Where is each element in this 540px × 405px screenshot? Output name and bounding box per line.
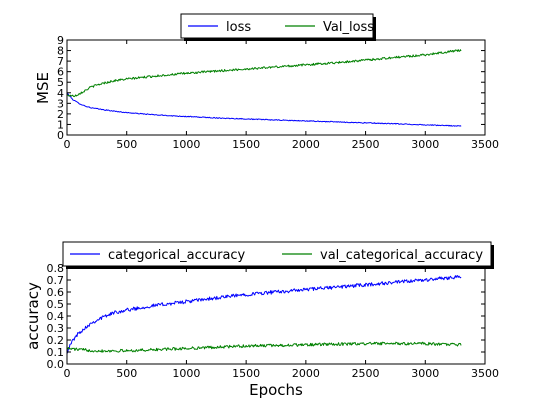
y-tick-label: 0.5 [47, 298, 65, 311]
x-tick-label: 1500 [232, 367, 260, 380]
x-tick-label: 3000 [411, 367, 439, 380]
series-line-val-categorical-accuracy [66, 341, 462, 353]
mse-y-axis-label: MSE [34, 72, 52, 104]
x-tick-label: 0 [64, 138, 71, 151]
y-tick-label: 1 [57, 118, 64, 131]
y-tick-label: 4 [57, 87, 64, 100]
y-tick-label: 0.4 [47, 310, 65, 323]
y-tick-label: 3 [57, 97, 64, 110]
y-tick-label: 0.2 [47, 334, 65, 347]
legend-label: Val_loss [323, 20, 374, 35]
y-tick-label: 0 [57, 129, 64, 142]
series-line-loss [66, 92, 462, 127]
legend-label: categorical_accuracy [108, 248, 246, 263]
accuracy-x-axis-label: Epochs [249, 381, 303, 399]
y-tick-label: 0.8 [47, 262, 65, 275]
accuracy-legend: categorical_accuracy val_categorical_accu… [62, 241, 494, 269]
accuracy-chart: 0 500 1000 1500 2000 2500 3000 3500 0.00.10.20.3… [24, 241, 500, 399]
x-tick-label: 3500 [471, 367, 499, 380]
y-tick-label: 5 [57, 76, 64, 89]
accuracy-y-axis-label: accuracy [24, 282, 42, 350]
y-tick-label: 0.7 [47, 274, 65, 287]
series-line-categorical-accuracy [66, 275, 462, 354]
x-tick-label: 3000 [411, 138, 439, 151]
legend-label: val_categorical_accuracy [320, 248, 483, 263]
x-tick-label: 2000 [292, 367, 320, 380]
x-tick-label: 2000 [292, 138, 320, 151]
x-tick-label: 1000 [172, 367, 200, 380]
y-tick-label: 6 [57, 66, 64, 79]
legend-box [62, 241, 492, 267]
x-tick-label: 3500 [471, 138, 499, 151]
x-tick-label: 500 [116, 367, 137, 380]
y-tick-label: 0.6 [47, 286, 65, 299]
series-line-val-loss [67, 49, 462, 98]
legend-label: loss [226, 20, 251, 35]
y-tick-label: 8 [57, 45, 64, 58]
x-tick-label: 2500 [352, 367, 380, 380]
accuracy-series-lines [66, 275, 462, 354]
mse-legend: loss Val_loss [180, 13, 376, 41]
accuracy-ticks: 0 500 1000 1500 2000 2500 3000 3500 0.00.10.20.3… [47, 262, 500, 380]
y-tick-label: 0.0 [47, 358, 65, 371]
y-tick-label: 7 [57, 55, 64, 68]
y-tick-label: 0.3 [47, 322, 65, 335]
x-tick-label: 500 [116, 138, 137, 151]
x-tick-label: 2500 [352, 138, 380, 151]
y-tick-label: 9 [57, 34, 64, 47]
x-tick-label: 1000 [172, 138, 200, 151]
y-tick-label: 2 [57, 108, 64, 121]
mse-series-lines [66, 49, 462, 127]
y-tick-label: 0.1 [47, 346, 65, 359]
x-tick-label: 0 [64, 367, 71, 380]
x-tick-label: 1500 [232, 138, 260, 151]
